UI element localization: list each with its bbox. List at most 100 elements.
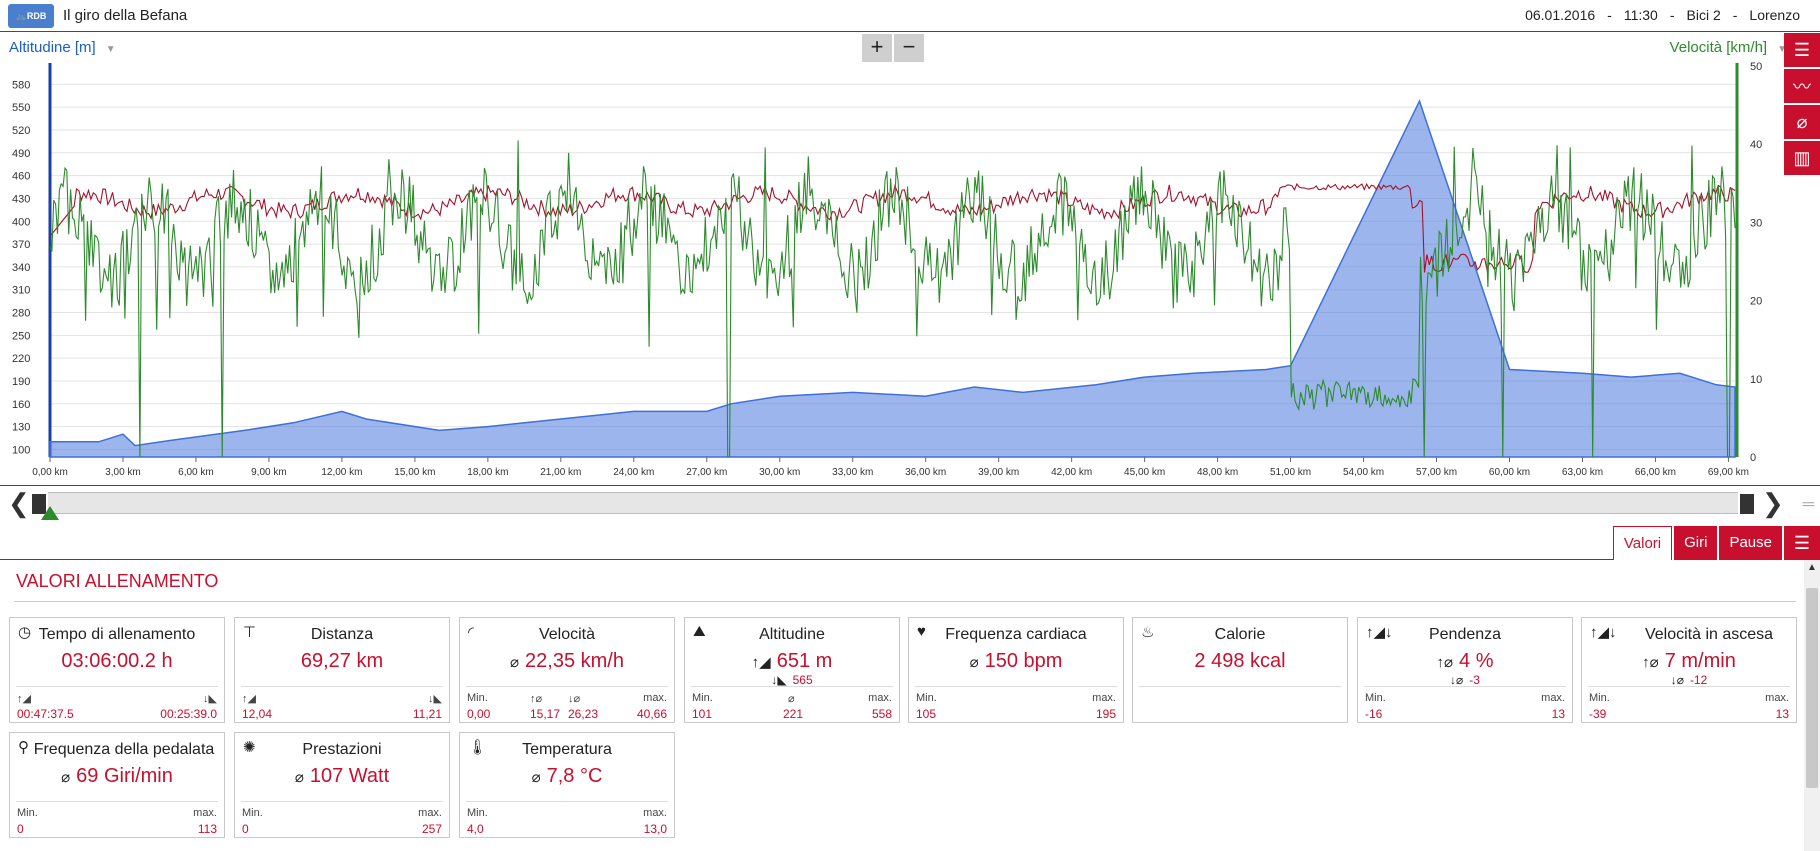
tab-valori[interactable]: Valori bbox=[1612, 526, 1673, 560]
x-tick-label: 36,00 km bbox=[905, 467, 946, 478]
card-pendenza: ↑◢↓ Pendenza ↑⌀ 4 % ↓⌀ -3 Min. -16 max. 13 bbox=[1357, 617, 1573, 723]
scroll-track[interactable] bbox=[48, 492, 1738, 514]
left-tick-label: 460 bbox=[12, 171, 30, 183]
x-tick-label: 30,00 km bbox=[759, 467, 800, 478]
downhill-average-icon: ↓⌀ bbox=[568, 693, 581, 705]
speedometer-icon: ◜ bbox=[468, 624, 474, 641]
list-icon[interactable]: ☰ bbox=[1784, 33, 1820, 67]
max-label: max. bbox=[193, 807, 217, 819]
card-sub-value: -3 bbox=[1469, 673, 1480, 687]
uphill-average-icon: ↑⌀ bbox=[530, 693, 543, 705]
left-tick-label: 340 bbox=[12, 262, 30, 274]
tab-giri[interactable]: Giri bbox=[1674, 526, 1718, 560]
slope-icon: ↑◢↓ bbox=[1366, 624, 1393, 641]
chart-toolbar: ☰ 〰 ⌀ ▥ bbox=[1784, 33, 1820, 177]
chart-scroller: ❮ ❯ ═ bbox=[0, 488, 1820, 524]
min-value: -16 bbox=[1365, 707, 1383, 721]
min-label: Min. bbox=[1589, 692, 1610, 704]
left-tick-label: 250 bbox=[12, 330, 30, 342]
average-icon: ⌀ bbox=[61, 769, 71, 786]
arrow-up-icon[interactable]: ▲ bbox=[1807, 562, 1817, 573]
bike-name[interactable]: Bici 2 bbox=[1686, 7, 1721, 23]
min-label: Min. bbox=[242, 807, 263, 819]
x-tick-label: 60,00 km bbox=[1489, 467, 1530, 478]
average-icon: ⌀ bbox=[510, 654, 520, 671]
card-value: 2 498 kcal bbox=[1194, 650, 1286, 672]
min-label: Min. bbox=[692, 692, 713, 704]
x-tick-label: 21,00 km bbox=[540, 467, 581, 478]
card-value: 107 Watt bbox=[309, 765, 390, 787]
max-label: max. bbox=[868, 692, 892, 704]
scroll-left-button[interactable]: ❮ bbox=[8, 488, 30, 518]
average-icon[interactable]: ⌀ bbox=[1784, 105, 1820, 139]
section-divider bbox=[14, 601, 1796, 602]
max-label: max. bbox=[1541, 692, 1565, 704]
scrollbar-thumb[interactable] bbox=[1806, 588, 1818, 788]
card-value: 150 bpm bbox=[984, 650, 1063, 672]
clock-icon: ◷ bbox=[18, 624, 32, 641]
tab-pause[interactable]: Pause bbox=[1719, 526, 1782, 560]
x-tick-label: 66,00 km bbox=[1635, 467, 1676, 478]
logo-text: RDB bbox=[26, 11, 47, 21]
card-title: Velocità bbox=[538, 626, 596, 643]
signpost-icon: ⊤ bbox=[243, 624, 257, 641]
zoom-out-button[interactable]: − bbox=[894, 34, 924, 62]
right-tick-label: 30 bbox=[1750, 217, 1762, 229]
min-value: 0,00 bbox=[467, 707, 491, 721]
right-axis-selector[interactable]: Velocità [km/h] ▼ bbox=[1670, 39, 1787, 56]
min-value: 0 bbox=[242, 822, 249, 836]
scroll-right-button[interactable]: ❯ bbox=[1762, 488, 1784, 518]
card-title: Velocità in ascesa bbox=[1644, 626, 1774, 643]
max-label: max. bbox=[1092, 692, 1116, 704]
training-title: Il giro della Befana bbox=[63, 7, 188, 24]
left-tick-label: 520 bbox=[12, 125, 30, 137]
min-value: -39 bbox=[1589, 707, 1607, 721]
position-marker-icon[interactable] bbox=[41, 506, 59, 520]
mountain-icon: ⛰ bbox=[693, 623, 706, 640]
x-tick-label: 12,00 km bbox=[321, 467, 362, 478]
left-tick-label: 430 bbox=[12, 193, 30, 205]
line-chart-icon[interactable]: 〰 bbox=[1784, 69, 1820, 103]
slope-icon: ↑◢↓ bbox=[1590, 624, 1617, 641]
right-tick-label: 10 bbox=[1750, 374, 1762, 386]
card-tempo: ◷ Tempo di allenamento 03:06:00.2 h ↑◢ 0… bbox=[9, 617, 225, 723]
min-label: Min. bbox=[916, 692, 937, 704]
scroller-menu-icon[interactable]: ═ bbox=[1802, 496, 1814, 513]
list-icon[interactable]: ☰ bbox=[1784, 526, 1820, 560]
x-tick-label: 51,00 km bbox=[1270, 467, 1311, 478]
chart-panel: 100 130 160 190 220 250 280 310 340 370 400 430 460 4… bbox=[0, 33, 1820, 486]
card-value: 651 m bbox=[776, 650, 833, 672]
downhill-average-icon: ↓⌀ bbox=[1670, 673, 1684, 687]
card-pedalata: ⚲ Frequenza della pedalata ⌀ 69 Giri/min … bbox=[9, 732, 225, 838]
max-label: max. bbox=[1765, 692, 1789, 704]
left-axis-selector[interactable]: Altitudine [m] ▼ bbox=[9, 39, 116, 56]
left-tick-label: 490 bbox=[12, 148, 30, 160]
x-tick-label: 18,00 km bbox=[467, 467, 508, 478]
rider-name[interactable]: Lorenzo bbox=[1749, 7, 1800, 23]
card-title: Frequenza cardiaca bbox=[945, 626, 1087, 643]
card-value: 22,35 km/h bbox=[525, 650, 624, 672]
right-tick-label: 40 bbox=[1750, 139, 1762, 151]
right-tick-label: 50 bbox=[1750, 61, 1762, 73]
card-title: Tempo di allenamento bbox=[38, 626, 196, 643]
panel-scrollbar[interactable]: ▲ bbox=[1804, 560, 1820, 851]
left-tick-label: 400 bbox=[12, 216, 30, 228]
crank-icon: ⚲ bbox=[18, 739, 29, 756]
rdb-logo: 🚲 RDB bbox=[8, 4, 54, 28]
panel-tabs: Valori Giri Pause ☰ bbox=[1611, 526, 1820, 560]
left-axis-label: Altitudine [m] bbox=[9, 39, 96, 56]
avg-value: 221 bbox=[783, 707, 804, 721]
x-tick-label: 6,00 km bbox=[178, 467, 214, 478]
card-calorie: ♨ Calorie 2 498 kcal bbox=[1132, 617, 1348, 723]
card-up-value: 00:47:37.5 bbox=[17, 707, 74, 721]
card-value: 7,8 °C bbox=[546, 765, 603, 787]
card-altitudine: ⛰ Altitudine ↑◢ 651 m ↓◣ 565 Min. 101 ⌀ 22… bbox=[684, 617, 900, 723]
zoom-in-button[interactable]: + bbox=[862, 34, 892, 62]
x-tick-label: 3,00 km bbox=[105, 467, 141, 478]
card-down-value: 00:25:39.0 bbox=[160, 707, 217, 721]
training-chart[interactable]: 1001301601902202502803103403704004304604… bbox=[0, 33, 1820, 486]
section-title: VALORI ALLENAMENTO bbox=[16, 571, 219, 591]
bar-chart-icon[interactable]: ▥ bbox=[1784, 141, 1820, 175]
x-tick-label: 57,00 km bbox=[1416, 467, 1457, 478]
scroll-handle-right[interactable] bbox=[1740, 494, 1754, 514]
